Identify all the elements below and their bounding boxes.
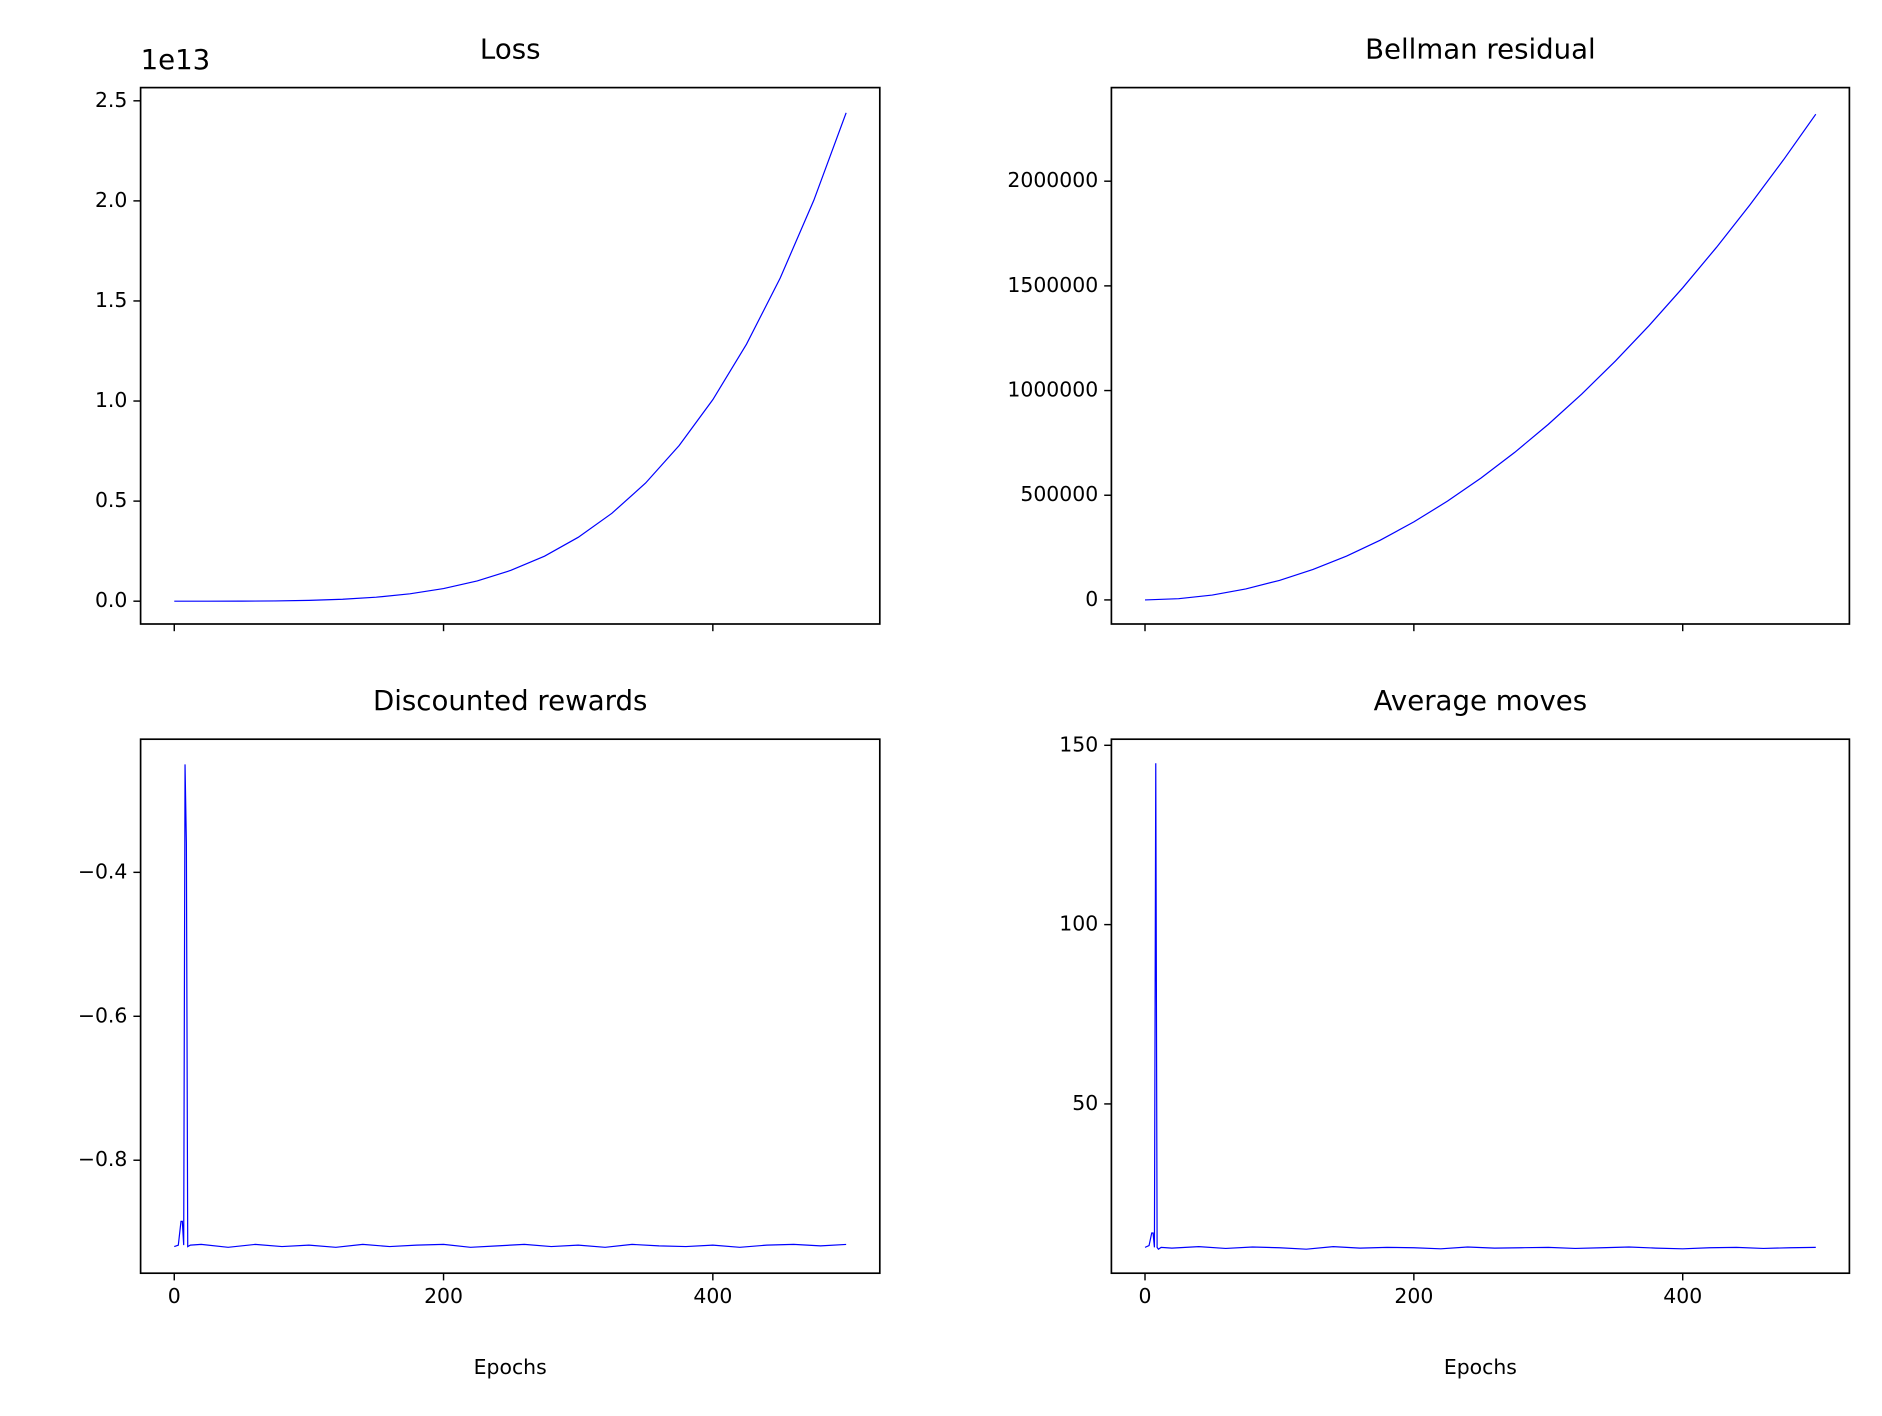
subplot-title: Loss	[480, 32, 541, 65]
y-tick-label: 2.0	[95, 188, 127, 212]
y-tick-label: −0.8	[78, 1147, 128, 1171]
offset-text: 1e13	[141, 43, 211, 76]
data-line	[174, 112, 847, 602]
x-axis-label: Epochs	[1444, 1355, 1517, 1379]
y-tick-label: 100	[1059, 912, 1098, 936]
y-tick-label: 1500000	[1007, 273, 1098, 297]
x-tick-label: 400	[1663, 1284, 1702, 1308]
x-tick-label: 0	[168, 1284, 181, 1308]
y-tick-label: 1.0	[95, 388, 127, 412]
subplot-title: Average moves	[1374, 684, 1588, 717]
axes-frame	[1110, 86, 1851, 625]
axes-frame	[139, 738, 881, 1275]
data-line	[1144, 113, 1817, 601]
y-tick-label: 1.5	[95, 288, 127, 312]
x-tick-label: 200	[424, 1284, 463, 1308]
x-axis-label: Epochs	[474, 1355, 547, 1379]
x-tick-label: 200	[1394, 1284, 1433, 1308]
x-tick-label: 400	[693, 1284, 732, 1308]
data-line	[174, 764, 847, 1248]
y-tick-label: 0.5	[95, 488, 127, 512]
y-tick-label: −0.6	[78, 1003, 128, 1027]
subplot-title: Discounted rewards	[373, 684, 647, 717]
subplot-title: Bellman residual	[1365, 32, 1596, 65]
y-tick-label: 500000	[1020, 482, 1098, 506]
axes-frame	[139, 86, 881, 625]
y-tick-label: 1000000	[1007, 378, 1098, 402]
y-tick-label: −0.4	[78, 859, 128, 883]
y-tick-label: 0	[1085, 587, 1098, 611]
axes-frame	[1110, 738, 1851, 1275]
y-tick-label: 2.5	[95, 88, 127, 112]
y-tick-label: 50	[1072, 1091, 1098, 1115]
y-tick-label: 0.0	[95, 588, 127, 612]
data-line	[1144, 763, 1816, 1250]
y-tick-label: 2000000	[1007, 168, 1098, 192]
x-tick-label: 0	[1139, 1284, 1152, 1308]
y-tick-label: 150	[1059, 732, 1098, 756]
